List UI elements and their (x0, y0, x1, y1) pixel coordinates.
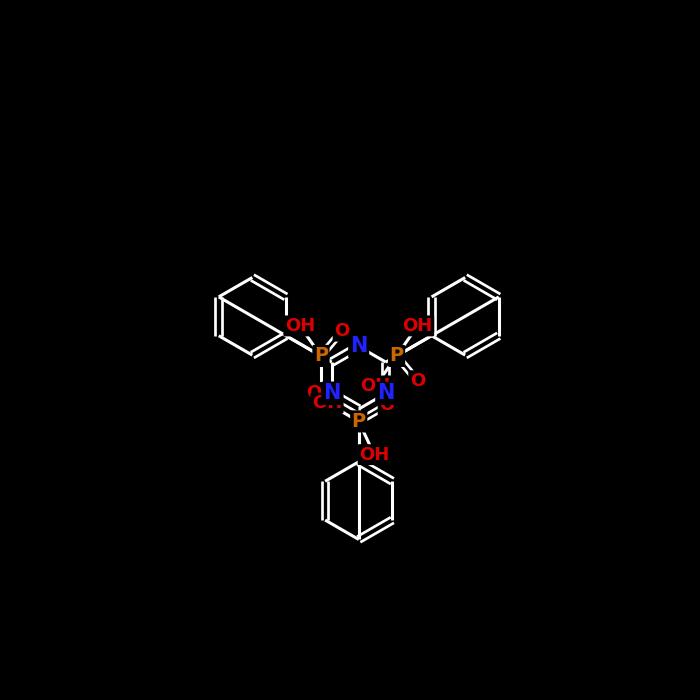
Text: OH: OH (359, 446, 389, 463)
Text: N: N (350, 337, 368, 356)
Text: OH: OH (306, 384, 336, 402)
Text: N: N (350, 337, 368, 356)
Text: OH: OH (312, 394, 342, 412)
Text: P: P (314, 346, 328, 365)
Text: P: P (351, 412, 366, 431)
Text: N: N (323, 384, 340, 403)
Text: OH: OH (402, 317, 433, 335)
Text: OH: OH (285, 317, 315, 335)
Text: N: N (323, 384, 340, 403)
Text: O: O (334, 322, 349, 340)
Text: OH: OH (360, 377, 391, 395)
Text: O: O (410, 372, 425, 390)
Text: N: N (377, 384, 395, 403)
Text: O: O (379, 396, 394, 414)
Text: N: N (377, 384, 395, 403)
Text: P: P (389, 346, 404, 365)
